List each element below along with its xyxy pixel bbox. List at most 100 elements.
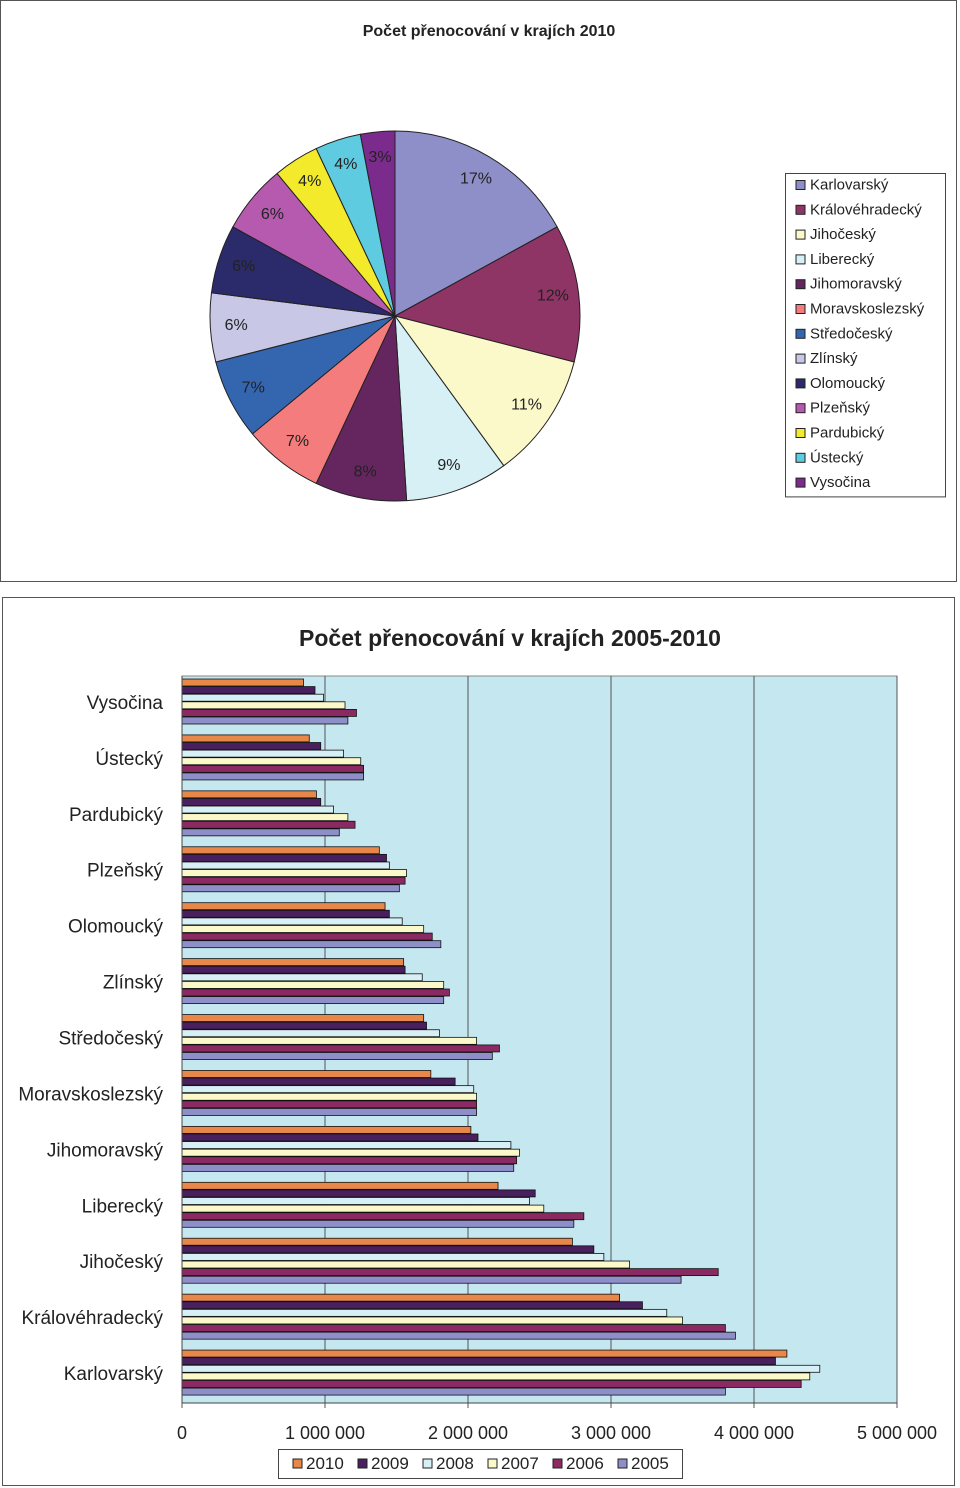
legend-swatch <box>292 1458 303 1469</box>
bar <box>181 925 425 933</box>
slice-label: 3% <box>368 149 391 166</box>
bar <box>181 1245 595 1254</box>
legend-swatch <box>795 328 806 339</box>
bar <box>181 1014 425 1022</box>
bar <box>181 734 310 743</box>
bar-title: Počet přenocování v krajích 2005-2010 <box>299 625 721 651</box>
legend-swatch <box>357 1458 368 1469</box>
bar <box>181 1052 493 1060</box>
legend-swatch <box>795 353 806 364</box>
x-tick-label: 0 <box>177 1423 187 1443</box>
bar <box>181 820 356 829</box>
bar <box>181 1237 573 1246</box>
bar <box>181 790 317 799</box>
bar <box>181 1349 788 1358</box>
bar <box>181 749 344 758</box>
bar <box>181 861 390 870</box>
legend-box <box>278 1449 683 1479</box>
x-tick-label: 2 000 000 <box>428 1423 508 1443</box>
legend-label: 2010 <box>306 1454 344 1473</box>
legend-swatch <box>552 1458 563 1469</box>
bar <box>181 1092 477 1101</box>
bar <box>181 846 380 855</box>
slice-label: 9% <box>437 457 460 474</box>
slice-label: 4% <box>298 173 321 190</box>
pie-slice <box>394 130 558 317</box>
slice-label: 7% <box>286 433 309 450</box>
bar <box>181 1021 427 1030</box>
bar <box>181 1260 630 1269</box>
legend-swatch <box>795 279 806 290</box>
bar <box>181 716 349 725</box>
y-tick-label: Plzeňský <box>87 861 164 882</box>
legend-label: 2008 <box>436 1454 474 1473</box>
legend-label: 2009 <box>371 1454 409 1473</box>
bar <box>181 1133 479 1142</box>
bar <box>181 973 423 982</box>
x-tick-label: 5 000 000 <box>857 1423 937 1443</box>
bar <box>181 958 405 967</box>
bar <box>181 1275 682 1284</box>
bar <box>181 693 324 702</box>
bar <box>181 1125 472 1134</box>
pie-slice <box>394 314 505 502</box>
bar <box>181 772 365 781</box>
bar <box>181 701 346 710</box>
y-tick-label: Jihočeský <box>80 1252 164 1273</box>
y-tick-label: Královéhradecký <box>21 1308 163 1329</box>
bar <box>181 709 357 717</box>
legend-label: Liberecký <box>810 251 875 268</box>
bar <box>181 742 322 750</box>
bar <box>181 1197 530 1205</box>
slice-label: 11% <box>511 397 542 414</box>
bar <box>181 1253 605 1261</box>
bar <box>181 1380 802 1388</box>
bar <box>181 1293 620 1302</box>
y-tick-label: Středočeský <box>58 1029 163 1050</box>
legend-label: Plzeňský <box>810 400 871 417</box>
bar <box>181 1308 668 1317</box>
y-tick-label: Liberecký <box>82 1196 164 1217</box>
legend-swatch <box>795 229 806 240</box>
slice-label: 6% <box>261 206 284 223</box>
y-tick-label: Zlínský <box>103 973 164 994</box>
legend-label: Olomoucký <box>810 375 886 392</box>
bar <box>181 981 445 989</box>
x-tick-label: 1 000 000 <box>285 1423 365 1443</box>
bar <box>181 1141 512 1149</box>
bar <box>181 965 406 974</box>
pie-slice <box>359 130 396 317</box>
legend-swatch <box>795 180 806 190</box>
bar <box>181 1163 515 1172</box>
legend-label: Zlínský <box>810 350 858 367</box>
bar <box>181 884 400 893</box>
bar <box>181 678 304 687</box>
legend-label: Jihočeský <box>810 226 876 243</box>
y-tick-label: Olomoucký <box>68 917 164 938</box>
bar <box>181 988 450 997</box>
legend-label: Pardubický <box>810 424 885 441</box>
slice-label: 7% <box>242 379 265 396</box>
legend-swatch <box>795 477 806 488</box>
bar <box>181 1372 811 1381</box>
bar <box>181 917 403 926</box>
legend-label: 2007 <box>501 1454 539 1473</box>
slice-label: 17% <box>460 170 492 187</box>
legend-swatch <box>795 254 806 265</box>
bar <box>181 940 442 949</box>
bar <box>181 686 316 694</box>
legend-label: Vysočina <box>810 474 871 491</box>
slice-label: 8% <box>354 464 377 481</box>
bar <box>181 1036 477 1045</box>
slice-label: 6% <box>232 258 255 275</box>
bar <box>181 1204 545 1213</box>
bar <box>181 1100 477 1109</box>
bar <box>181 1156 518 1165</box>
bar <box>181 869 407 877</box>
bar <box>181 805 334 814</box>
slice-label: 4% <box>334 156 357 173</box>
legend-swatch <box>795 403 806 414</box>
bar <box>181 1029 440 1038</box>
slice-label: 6% <box>225 317 248 334</box>
legend-swatch <box>795 304 806 314</box>
